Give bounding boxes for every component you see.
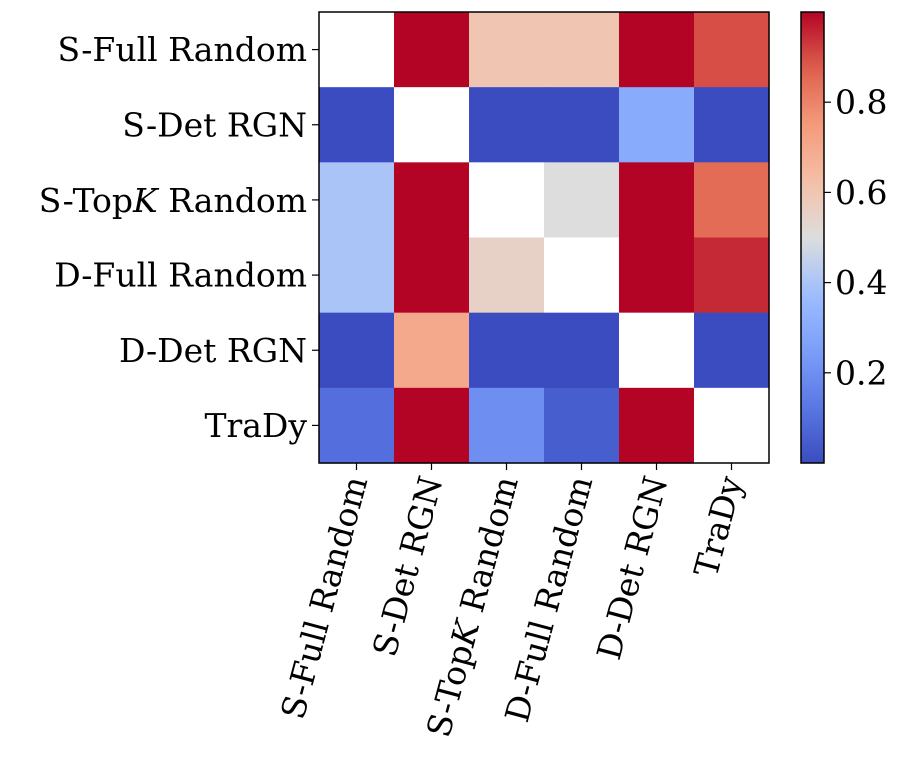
cell-r2-c2	[469, 162, 545, 239]
cell-r5-c3	[544, 387, 620, 464]
cell-r0-c3	[544, 12, 620, 88]
heatmap-cells	[319, 12, 770, 464]
cell-r1-c3	[544, 87, 620, 163]
cell-r3-c3	[544, 237, 620, 314]
row-label-3: D-Full Random	[54, 256, 307, 295]
colorbar-tick-label-2: 0.6	[835, 173, 887, 212]
cell-r3-c5	[694, 237, 770, 314]
cell-r3-c1	[394, 237, 470, 314]
row-tick-labels: S-Full Random S-Det RGN S-TopK Random D-Ful…	[39, 30, 319, 445]
cell-r4-c4	[619, 312, 695, 389]
cell-r5-c5	[694, 387, 770, 464]
row-label-1: S-Det RGN	[122, 105, 307, 144]
column-label-5: TraDy	[686, 472, 750, 582]
colorbar-ticks: 0.2 0.4 0.6 0.8	[824, 83, 887, 392]
cell-r3-c0	[319, 237, 395, 314]
cell-r0-c5	[694, 12, 770, 88]
colorbar-tick-label-0: 0.2	[835, 353, 887, 392]
cell-r0-c1	[394, 12, 470, 88]
column-label-1: S-Det RGN	[365, 472, 451, 661]
cell-r2-c1	[394, 162, 470, 239]
column-label-4: D-Det RGN	[589, 472, 675, 664]
cell-r1-c5	[694, 87, 770, 163]
row-label-5: TraDy	[204, 406, 307, 445]
colorbar	[800, 11, 825, 464]
cell-r3-c4	[619, 237, 695, 314]
cell-r0-c0	[319, 12, 395, 88]
cell-r1-c2	[469, 87, 545, 163]
cell-r5-c2	[469, 387, 545, 464]
row-label-0: S-Full Random	[57, 30, 307, 69]
cell-r1-c4	[619, 87, 695, 163]
cell-r0-c4	[619, 12, 695, 88]
cell-r4-c0	[319, 312, 395, 389]
cell-r5-c4	[619, 387, 695, 464]
cell-r4-c3	[544, 312, 620, 389]
cell-r4-c2	[469, 312, 545, 389]
cell-r2-c5	[694, 162, 770, 239]
cell-r0-c2	[469, 12, 545, 88]
cell-r2-c4	[619, 162, 695, 239]
cell-r2-c0	[319, 162, 395, 239]
colorbar-tick-label-3: 0.8	[835, 83, 887, 122]
cell-r4-c1	[394, 312, 470, 389]
cell-r4-c5	[694, 312, 770, 389]
row-label-2: S-TopK Random	[39, 180, 307, 219]
cell-r5-c0	[319, 387, 395, 464]
row-label-4: D-Det RGN	[119, 331, 307, 370]
cell-r2-c3	[544, 162, 620, 239]
cell-r5-c1	[394, 387, 470, 464]
heatmap-frame	[318, 11, 770, 464]
colorbar-tick-label-1: 0.4	[835, 263, 887, 302]
cell-r1-c1	[394, 87, 470, 163]
column-label-0: S-Full Random	[273, 472, 375, 723]
cell-r1-c0	[319, 87, 395, 163]
cell-r3-c2	[469, 237, 545, 314]
